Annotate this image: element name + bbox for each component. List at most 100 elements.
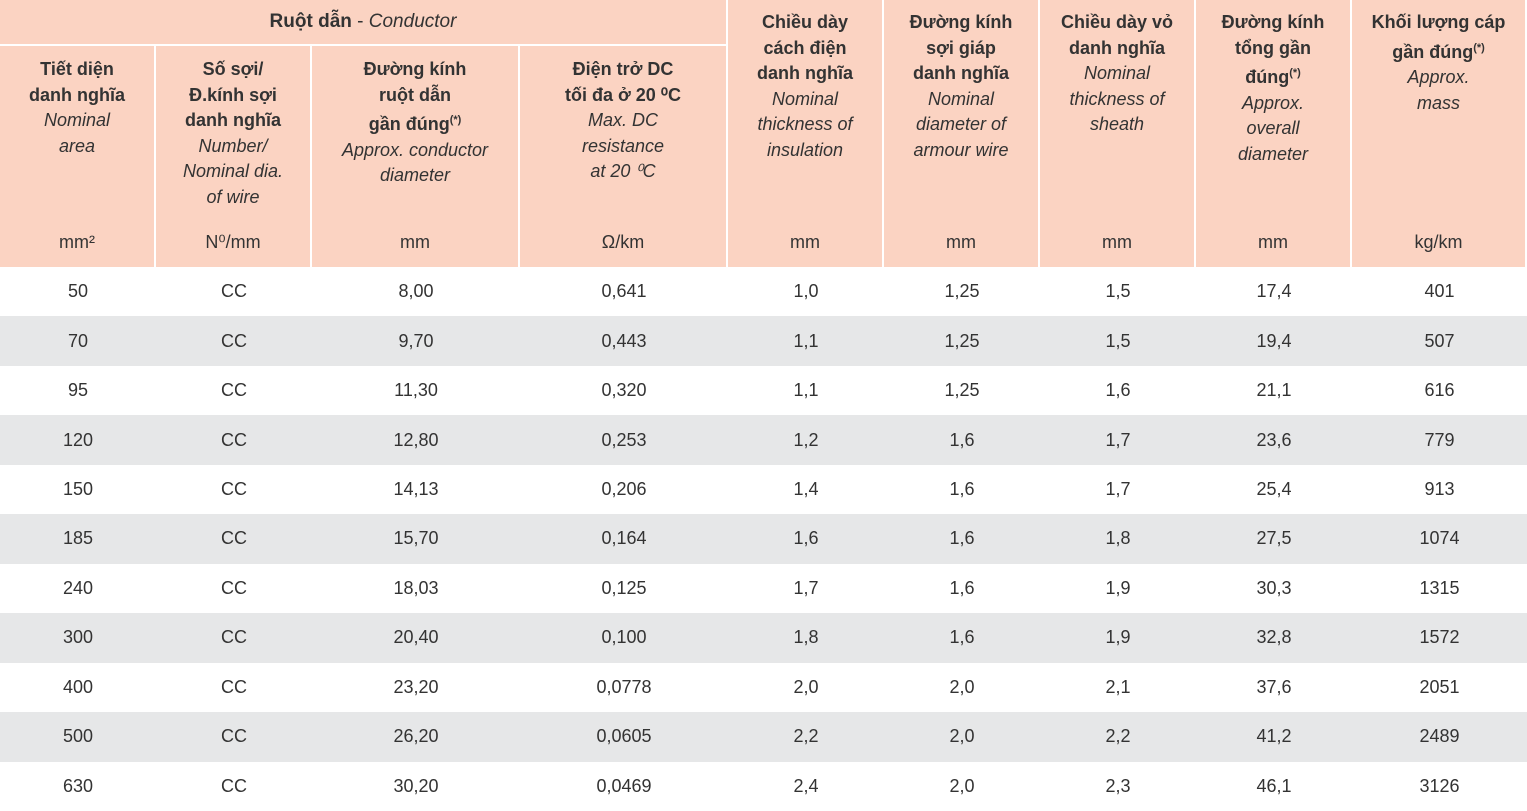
header-en-line: sheath xyxy=(1089,114,1145,134)
header-vi-line: cách điện xyxy=(728,36,882,62)
unit: kg/km xyxy=(1414,232,1463,252)
header-vi-text: Điện trở DC xyxy=(572,59,674,79)
table-row: 630 CC 30,20 0,0469 2,4 2,0 2,3 46,1 3126 xyxy=(0,761,1527,811)
table-cell: 1,9 xyxy=(1105,627,1131,648)
header-vi-text: cách điện xyxy=(763,37,847,58)
table-cell: 0,206 xyxy=(601,479,647,500)
table-cell: 507 xyxy=(1424,330,1455,351)
table-cell: 185 xyxy=(62,528,94,549)
group-header: Ruột dẫn - Conductor xyxy=(0,0,726,44)
unit: N⁰/mm xyxy=(205,232,261,252)
header-lines: Khối lượng cáp gần đúng(*) Approx. mass xyxy=(1352,10,1525,116)
table-cell: 50 xyxy=(67,281,89,302)
table-cell: 14,13 xyxy=(393,479,439,500)
table-cell: 2,1 xyxy=(1105,676,1131,697)
table-cell: 1074 xyxy=(1419,528,1460,549)
header-vi-line: sợi giáp xyxy=(884,36,1038,62)
table-cell: 0,443 xyxy=(601,330,647,351)
table-cell: 19,4 xyxy=(1256,330,1292,351)
header-vi-text: Đường kính xyxy=(1221,12,1325,32)
header-vi-text: danh nghĩa xyxy=(29,84,125,105)
table-cell: 11,30 xyxy=(394,380,438,401)
table-row: 95 CC 11,30 0,320 1,1 1,25 1,6 21,1 616 xyxy=(0,365,1527,416)
footnote-mark: (*) xyxy=(1473,41,1485,54)
table-row: 50 CC 8,00 0,641 1,0 1,25 1,5 17,4 401 xyxy=(0,267,1527,317)
table-cell: CC xyxy=(221,676,247,697)
unit: mm xyxy=(790,232,820,252)
table-cell: 1,8 xyxy=(1105,528,1131,549)
unit: mm xyxy=(1102,232,1132,252)
table-cell: 1,2 xyxy=(793,429,819,450)
header-en-line: Approx. conductor xyxy=(341,139,489,160)
header-vi-text: ruột dẫn xyxy=(379,84,451,105)
header-vi-text: danh nghĩa xyxy=(1069,37,1165,58)
header-en-line: Approx. xyxy=(1407,67,1470,87)
table-cell: 1,7 xyxy=(1105,429,1131,450)
header-vi-text: tối đa ở 20 ⁰C xyxy=(564,84,682,105)
table-cell: 1,1 xyxy=(793,330,819,351)
table-cell: CC xyxy=(221,726,247,747)
header-en-line: Nominal dia. xyxy=(182,161,284,181)
table-cell: 23,20 xyxy=(393,676,439,697)
header-vi-line: Đường kính xyxy=(1196,10,1350,36)
header-en-line: diameter xyxy=(1237,143,1309,164)
column-header: Đường kính sợi giáp danh nghĩa Nominal diame… xyxy=(884,0,1038,267)
table-cell: 1,7 xyxy=(793,577,819,598)
table-cell: 1,5 xyxy=(1105,281,1131,302)
header-vi-line: Chiều dày vỏ xyxy=(1040,10,1194,36)
table-cell: 18,03 xyxy=(393,577,439,598)
header-vi-line: gần đúng(*) xyxy=(312,108,518,138)
table-cell: 913 xyxy=(1424,479,1455,500)
table-cell: CC xyxy=(221,330,247,351)
table-cell: CC xyxy=(221,627,247,648)
table-cell: 1,0 xyxy=(793,281,819,302)
header-vi-text: sợi giáp xyxy=(926,37,996,58)
header-vi-line: danh nghĩa xyxy=(156,108,310,134)
table-cell: 15,70 xyxy=(393,528,439,549)
table-cell: CC xyxy=(221,479,247,500)
table-cell: 2,3 xyxy=(1105,775,1131,796)
header-en-line: Nominal xyxy=(927,88,995,109)
header-lines: Tiết diện danh nghĩa Nominal area xyxy=(0,57,154,159)
table-cell: 46,1 xyxy=(1256,775,1292,796)
table-cell: 26,20 xyxy=(393,726,439,747)
table-cell: 616 xyxy=(1424,380,1455,401)
unit: mm xyxy=(1258,232,1288,252)
group-vi: Ruột dẫn xyxy=(269,11,352,32)
header-vi-line: danh nghĩa xyxy=(0,83,154,109)
header-lines: Chiều dày cách điện danh nghĩa Nominal thick… xyxy=(728,10,882,163)
table-row: 150 CC 14,13 0,206 1,4 1,6 1,7 25,4 913 xyxy=(0,464,1527,515)
table-cell: 500 xyxy=(62,726,94,747)
table-cell: 1,6 xyxy=(1105,380,1131,401)
table-cell: 400 xyxy=(62,676,94,697)
table-cell: 1,6 xyxy=(949,479,975,500)
header-vi-text: Đường kính xyxy=(363,59,467,79)
column-header: Tiết diện danh nghĩa Nominal area mm² xyxy=(0,46,154,267)
table-cell: 0,0778 xyxy=(596,676,652,697)
table-cell: 2,2 xyxy=(1105,726,1131,747)
table-cell: 2,0 xyxy=(949,775,975,796)
column-header: Chiều dày cách điện danh nghĩa Nominal thick… xyxy=(728,0,882,267)
table-cell: 779 xyxy=(1424,429,1455,450)
header-lines: Điện trở DC tối đa ở 20 ⁰C Max. DC resistan… xyxy=(520,57,726,185)
header-lines: Chiều dày vỏ danh nghĩa Nominal thickness o… xyxy=(1040,10,1194,138)
table-cell: 3126 xyxy=(1419,775,1460,796)
table-cell: 37,6 xyxy=(1256,676,1292,697)
table-cell: CC xyxy=(221,528,247,549)
table-cell: 1,7 xyxy=(1105,479,1131,500)
table-cell: 1,6 xyxy=(949,528,975,549)
table-row: 240 CC 18,03 0,125 1,7 1,6 1,9 30,3 1315 xyxy=(0,563,1527,614)
table-cell: 32,8 xyxy=(1256,627,1292,648)
table-cell: 0,164 xyxy=(601,528,647,549)
table-cell: 0,0605 xyxy=(596,726,652,747)
header-vi-line: Chiều dày xyxy=(728,10,882,36)
table-cell: 1,8 xyxy=(793,627,819,648)
header-vi-text: Tiết diện xyxy=(40,59,114,79)
column-header: Đường kính tổng gần đúng(*) Approx. overall d… xyxy=(1196,0,1350,267)
header-vi-line: danh nghĩa xyxy=(884,61,1038,87)
table-cell: CC xyxy=(221,577,247,598)
table-cell: 630 xyxy=(62,775,94,796)
table-cell: 0,320 xyxy=(601,380,647,401)
header-vi-text: tổng gần xyxy=(1235,37,1311,58)
header-vi-line: danh nghĩa xyxy=(1040,36,1194,62)
